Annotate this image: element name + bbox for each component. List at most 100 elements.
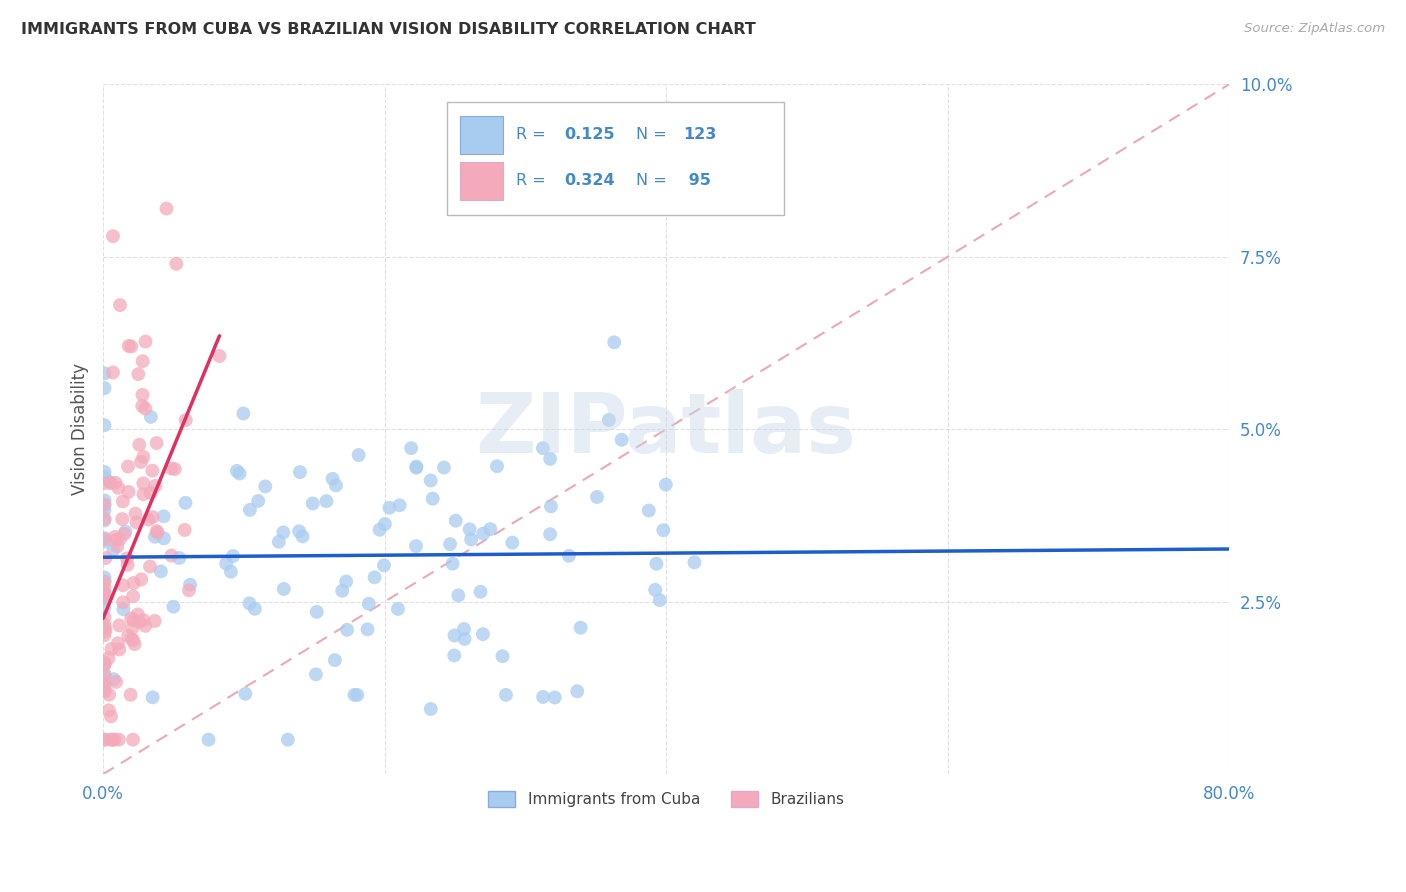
Point: [117, 558, 139, 572]
Point: [120, 688, 142, 702]
Point: [120, 611, 142, 625]
FancyBboxPatch shape: [460, 162, 503, 200]
Point: [471, 627, 494, 641]
Point: [225, 464, 247, 478]
Point: [683, 555, 706, 569]
Point: [112, 595, 135, 609]
Point: [132, 487, 155, 501]
Point: [441, 557, 464, 571]
Point: [373, 558, 395, 573]
Point: [149, 565, 172, 579]
Point: [141, 464, 163, 478]
Point: [129, 572, 152, 586]
Point: [93, 669, 115, 683]
Point: [103, 732, 125, 747]
Point: [447, 589, 470, 603]
Point: [124, 507, 146, 521]
Point: [232, 407, 254, 421]
Point: [645, 557, 668, 571]
Point: [357, 597, 380, 611]
Point: [93, 621, 115, 635]
Point: [247, 494, 270, 508]
Point: [598, 413, 620, 427]
Point: [142, 690, 165, 705]
Text: N =: N =: [636, 128, 666, 143]
Point: [93, 732, 115, 747]
Point: [93, 470, 115, 484]
Point: [128, 438, 150, 452]
Point: [277, 732, 299, 747]
Point: [531, 690, 554, 704]
Point: [93, 465, 115, 479]
Point: [108, 732, 131, 747]
Point: [93, 476, 115, 491]
Point: [243, 602, 266, 616]
Point: [93, 628, 115, 642]
Point: [540, 500, 562, 514]
Point: [104, 530, 127, 544]
Text: IMMIGRANTS FROM CUBA VS BRAZILIAN VISION DISABILITY CORRELATION CHART: IMMIGRANTS FROM CUBA VS BRAZILIAN VISION…: [21, 22, 756, 37]
Point: [98, 475, 121, 489]
Point: [405, 460, 427, 475]
Point: [439, 537, 461, 551]
Point: [479, 522, 502, 536]
Point: [101, 366, 124, 380]
Point: [215, 557, 238, 571]
Point: [93, 512, 115, 526]
Point: [100, 709, 122, 723]
Point: [93, 591, 115, 605]
Point: [155, 202, 177, 216]
Point: [105, 674, 128, 689]
Text: ZIPatlas: ZIPatlas: [475, 389, 856, 470]
Point: [644, 582, 666, 597]
Point: [174, 413, 197, 427]
Point: [120, 339, 142, 353]
Point: [558, 549, 581, 563]
Point: [301, 496, 323, 510]
Point: [117, 629, 139, 643]
Point: [108, 618, 131, 632]
Point: [101, 229, 124, 244]
Point: [655, 477, 678, 491]
Point: [315, 494, 337, 508]
Point: [108, 533, 131, 547]
Point: [453, 632, 475, 646]
Point: [93, 574, 115, 589]
Point: [127, 367, 149, 381]
Point: [648, 593, 671, 607]
Point: [152, 509, 174, 524]
Point: [112, 578, 135, 592]
Text: Source: ZipAtlas.com: Source: ZipAtlas.com: [1244, 22, 1385, 36]
Point: [108, 642, 131, 657]
Point: [93, 533, 115, 547]
Point: [165, 257, 187, 271]
Point: [111, 512, 134, 526]
Point: [134, 401, 156, 416]
Point: [291, 529, 314, 543]
Point: [93, 624, 115, 639]
Point: [208, 349, 231, 363]
Point: [124, 637, 146, 651]
Point: [254, 479, 277, 493]
Point: [458, 522, 481, 536]
Text: R =: R =: [516, 128, 546, 143]
Point: [93, 682, 115, 697]
Point: [117, 484, 139, 499]
Point: [100, 732, 122, 747]
Text: N =: N =: [636, 174, 666, 188]
Point: [93, 617, 115, 632]
Point: [93, 656, 115, 670]
Point: [343, 688, 366, 702]
Point: [135, 334, 157, 349]
Point: [122, 633, 145, 648]
Point: [567, 684, 589, 698]
Point: [222, 549, 245, 563]
Text: 123: 123: [683, 128, 716, 143]
Point: [93, 732, 115, 747]
Point: [93, 657, 115, 672]
Point: [93, 676, 115, 690]
Point: [160, 549, 183, 563]
Point: [387, 602, 409, 616]
Point: [132, 613, 155, 627]
Point: [139, 485, 162, 500]
